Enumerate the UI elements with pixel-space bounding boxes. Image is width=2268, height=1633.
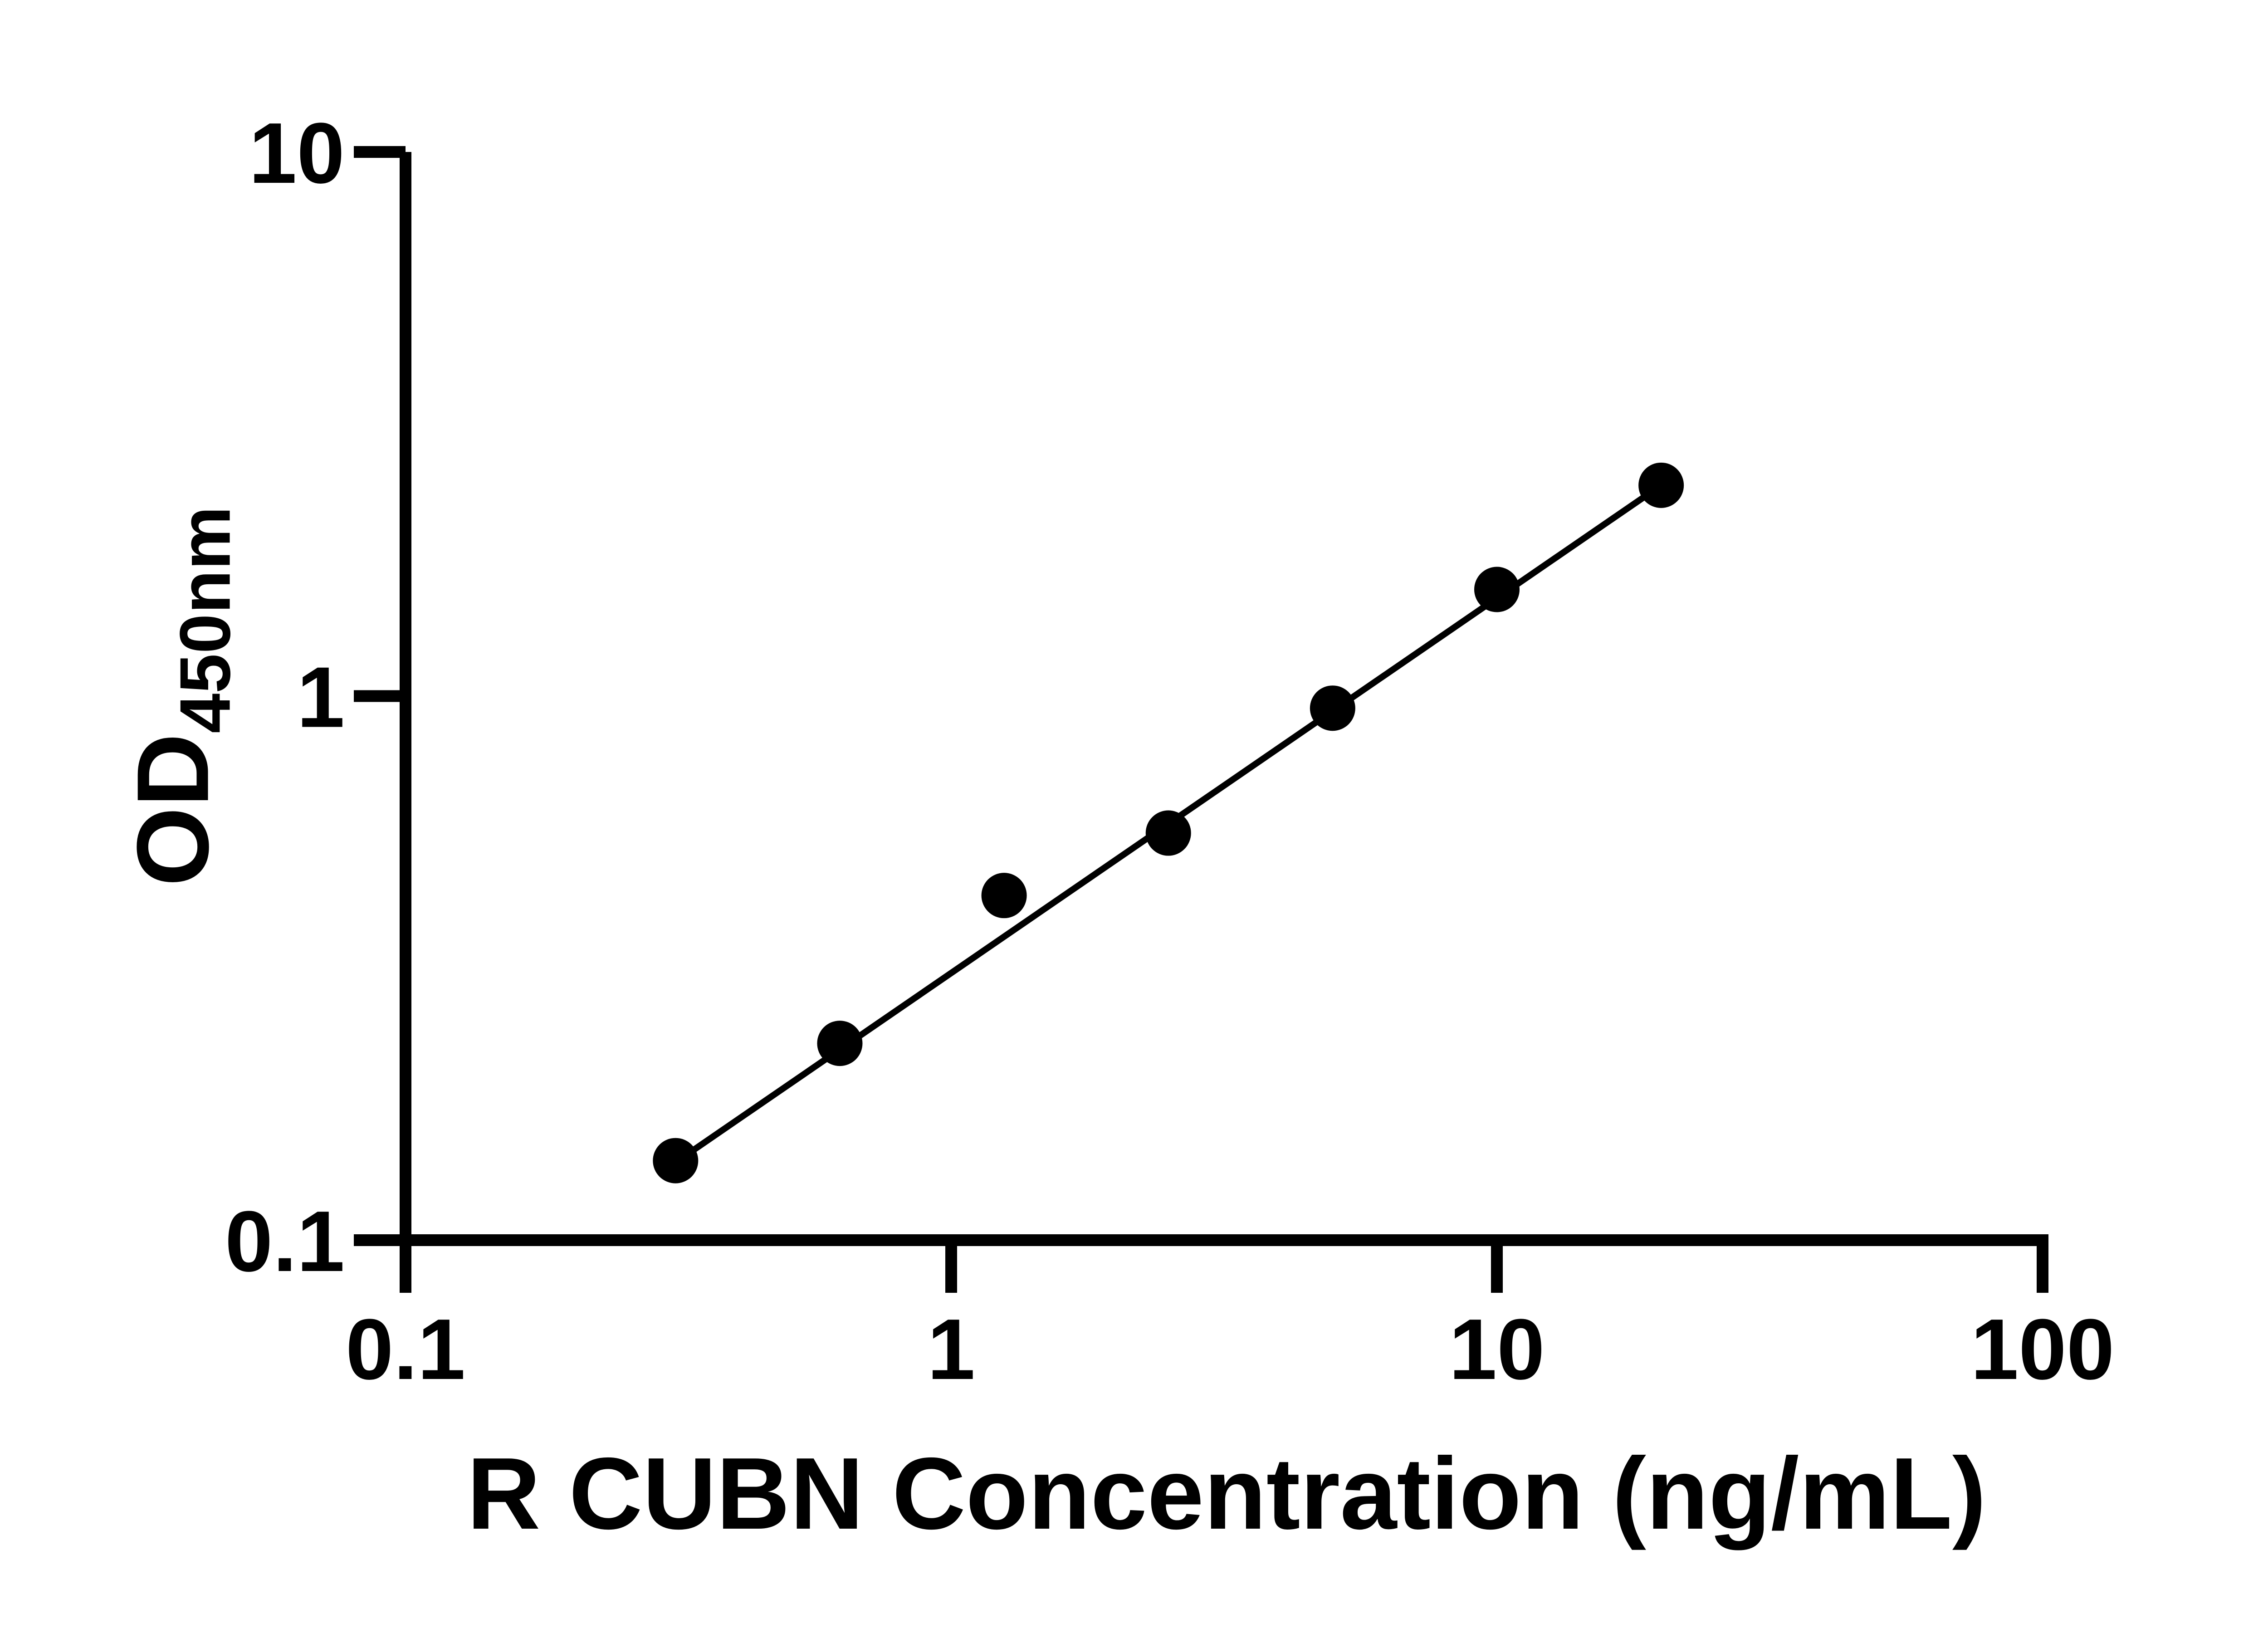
x-tick-label: 0.1 (346, 1301, 465, 1398)
y-tick-label: 0.1 (225, 1193, 345, 1290)
data-point (1474, 567, 1520, 612)
x-tick-label: 100 (1970, 1301, 2114, 1398)
data-point (1145, 810, 1191, 856)
y-tick-label: 10 (249, 105, 345, 201)
y-axis-title: OD450nm (116, 506, 245, 886)
data-point (1638, 462, 1684, 508)
data-point (653, 1138, 699, 1183)
x-tick-label: 10 (1449, 1301, 1545, 1398)
data-point (817, 1021, 863, 1066)
y-tick-label: 1 (297, 650, 345, 746)
data-point (981, 873, 1027, 919)
x-tick-label: 1 (927, 1301, 975, 1398)
y-axis-title-subscript: 450nm (165, 506, 245, 733)
y-axis-title-main: OD (115, 733, 230, 887)
data-point (1310, 685, 1355, 731)
x-axis-title: R CUBN Concentration (ng/mL) (467, 1436, 1986, 1550)
